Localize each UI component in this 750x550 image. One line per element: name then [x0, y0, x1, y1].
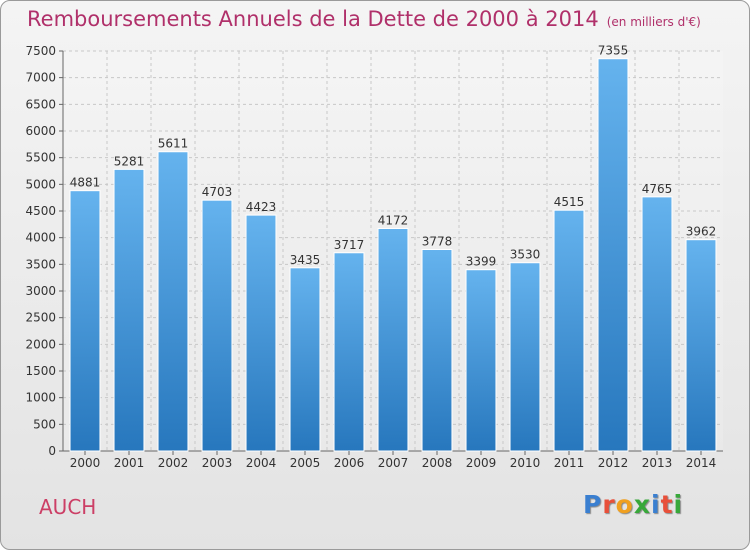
y-tick-label: 5000: [25, 177, 56, 191]
proxiti-logo: Proxiti: [583, 490, 683, 519]
y-tick-label: 500: [33, 417, 56, 431]
x-tick-label: 2010: [510, 456, 541, 470]
data-label: 3435: [290, 253, 321, 267]
logo-letter: i: [673, 490, 684, 519]
bar: [157, 151, 189, 452]
logo-letter: x: [633, 490, 651, 519]
y-tick-label: 4500: [25, 204, 56, 218]
x-tick-label: 2009: [466, 456, 497, 470]
data-label: 4423: [246, 200, 277, 214]
x-tick-label: 2000: [70, 456, 101, 470]
data-label: 5611: [158, 137, 189, 151]
bar: [289, 267, 321, 452]
x-tick-label: 2003: [202, 456, 233, 470]
data-label: 3717: [334, 238, 365, 252]
bar: [245, 214, 277, 452]
logo-letter: P: [583, 490, 603, 519]
logo-letter: r: [602, 490, 616, 519]
x-tick-label: 2006: [334, 456, 365, 470]
y-tick-label: 7000: [25, 71, 56, 85]
data-label: 3530: [510, 248, 541, 262]
bar: [641, 196, 673, 452]
y-tick-label: 6500: [25, 97, 56, 111]
bar: [333, 252, 365, 452]
x-tick-label: 2004: [246, 456, 277, 470]
logo-letter: i: [651, 490, 661, 519]
data-label: 5281: [114, 154, 145, 168]
bar: [509, 262, 541, 452]
data-label: 4172: [378, 213, 409, 227]
bar: [201, 199, 233, 452]
chart-title-text: Remboursements Annuels de la Dette de 20…: [27, 7, 599, 31]
x-tick-label: 2005: [290, 456, 321, 470]
data-label: 4515: [554, 195, 585, 209]
logo-letter: o: [615, 490, 634, 519]
y-tick-label: 2500: [25, 311, 56, 325]
bar: [421, 249, 453, 452]
x-tick-label: 2008: [422, 456, 453, 470]
bar: [113, 168, 145, 452]
x-tick-label: 2007: [378, 456, 409, 470]
y-tick-label: 1500: [25, 364, 56, 378]
data-label: 7355: [598, 44, 629, 58]
bar: [69, 190, 101, 452]
city-name: AUCH: [39, 495, 97, 519]
bar: [553, 209, 585, 452]
data-label: 4703: [202, 185, 233, 199]
x-tick-label: 2002: [158, 456, 189, 470]
y-tick-label: 0: [48, 444, 56, 458]
y-tick-label: 5500: [25, 151, 56, 165]
unit-note: (en milliers d'€): [606, 15, 701, 29]
data-label: 4881: [70, 176, 101, 190]
data-label: 3399: [466, 255, 497, 269]
y-tick-label: 4000: [25, 231, 56, 245]
data-label: 3962: [686, 225, 717, 239]
y-tick-label: 2000: [25, 337, 56, 351]
chart-title: Remboursements Annuels de la Dette de 20…: [27, 7, 701, 31]
data-label: 4765: [642, 182, 673, 196]
bar: [377, 227, 409, 452]
x-tick-label: 2001: [114, 456, 145, 470]
bar: [465, 269, 497, 452]
logo-letter: t: [660, 490, 674, 519]
bar: [597, 58, 629, 452]
y-tick-label: 1000: [25, 391, 56, 405]
x-tick-label: 2011: [554, 456, 585, 470]
data-label: 3778: [422, 235, 453, 249]
bar: [685, 239, 717, 452]
x-tick-label: 2014: [686, 456, 717, 470]
x-tick-label: 2013: [642, 456, 673, 470]
y-tick-label: 3000: [25, 284, 56, 298]
x-tick-label: 2012: [598, 456, 629, 470]
y-tick-label: 6000: [25, 124, 56, 138]
y-tick-label: 3500: [25, 257, 56, 271]
y-tick-label: 7500: [25, 44, 56, 58]
